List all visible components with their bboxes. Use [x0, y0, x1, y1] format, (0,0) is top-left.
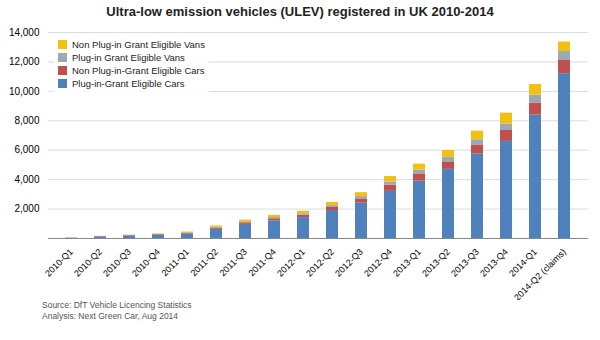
svg-text:8,000: 8,000 [14, 115, 39, 126]
svg-text:2,000: 2,000 [14, 203, 39, 214]
svg-text:2011-Q1: 2011-Q1 [160, 247, 191, 278]
svg-text:2013-Q4: 2013-Q4 [478, 247, 510, 279]
svg-text:2010-Q3: 2010-Q3 [101, 247, 133, 279]
svg-text:2014-Q2 (claims): 2014-Q2 (claims) [512, 247, 568, 300]
svg-text:2013-Q3: 2013-Q3 [449, 247, 481, 279]
svg-text:2012-Q3: 2012-Q3 [333, 247, 365, 279]
html-text:Non Plug-in Grant Eligible Van: Non Plug-in Grant Eligible Vans [72, 39, 205, 50]
svg-text:2011-Q4: 2011-Q4 [247, 247, 278, 278]
svg-text:10,000: 10,000 [9, 86, 40, 97]
svg-text:2014-Q1: 2014-Q1 [507, 246, 539, 279]
svg-text:4,000: 4,000 [14, 174, 39, 185]
html-text:Plug-in Grant Eligible Vans: Plug-in Grant Eligible Vans [72, 52, 185, 63]
svg-text:14,000: 14,000 [9, 27, 40, 38]
svg-text:2010-Q4: 2010-Q4 [130, 247, 162, 279]
svg-text:2012-Q4: 2012-Q4 [362, 247, 394, 279]
svg-text:2010-Q2: 2010-Q2 [72, 247, 104, 279]
svg-text:2013-Q1: 2013-Q1 [391, 247, 423, 279]
svg-text:6,000: 6,000 [14, 144, 39, 155]
svg-text:2010-Q1: 2010-Q1 [43, 247, 75, 279]
svg-text:12,000: 12,000 [9, 56, 40, 67]
svg-text:2011-Q3: 2011-Q3 [218, 247, 249, 278]
html-text:Plug-in-Grant Eligible Cars: Plug-in-Grant Eligible Cars [72, 78, 185, 89]
html-text:Source: DfT Vehicle Licencing: Source: DfT Vehicle Licencing Statistics… [42, 300, 192, 321]
svg-text:2011-Q2: 2011-Q2 [189, 247, 220, 278]
svg-text:2012-Q2: 2012-Q2 [304, 247, 336, 279]
svg-text:2013-Q2: 2013-Q2 [420, 247, 452, 279]
html-text:Ultra-low emission vehicles (U: Ultra-low emission vehicles (ULEV) regis… [106, 4, 494, 19]
svg-text:2012-Q1: 2012-Q1 [275, 247, 307, 279]
html-text:Non Plug-in-Grant Eligible Car: Non Plug-in-Grant Eligible Cars [72, 65, 205, 76]
